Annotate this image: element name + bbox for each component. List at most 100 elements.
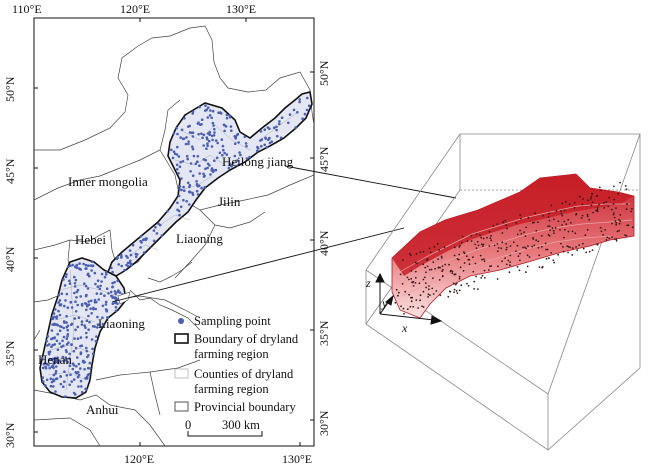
- sampling-point: [210, 168, 213, 172]
- sampling-point: [107, 292, 110, 295]
- block-dot: [573, 207, 576, 209]
- sampling-point: [83, 368, 86, 371]
- sampling-point: [45, 378, 49, 382]
- block-dot: [560, 212, 563, 215]
- block-dot: [505, 224, 508, 227]
- legend-sampling-point: Sampling point: [194, 314, 271, 328]
- sampling-point: [275, 134, 279, 138]
- sampling-point: [71, 367, 75, 371]
- sampling-point: [114, 292, 117, 296]
- block-dot: [540, 235, 543, 237]
- block-dot: [489, 265, 491, 268]
- sampling-point: [182, 137, 186, 140]
- sampling-point: [200, 132, 203, 135]
- sampling-point: [206, 132, 210, 135]
- block-dot: [560, 242, 562, 245]
- sampling-point: [84, 326, 87, 330]
- block-dot: [444, 263, 447, 266]
- block-dot: [561, 224, 563, 226]
- block-dot: [483, 258, 485, 261]
- sampling-point: [155, 232, 159, 235]
- sampling-point: [278, 120, 281, 123]
- sampling-point: [214, 139, 218, 142]
- sampling-point: [123, 268, 126, 272]
- block-dot: [591, 192, 593, 195]
- sampling-point: [66, 360, 70, 364]
- block-dot: [463, 252, 466, 255]
- sampling-point: [179, 205, 183, 209]
- block-dot: [473, 288, 475, 290]
- sampling-point: [104, 303, 108, 306]
- sampling-point: [69, 264, 72, 268]
- legend-provincial: Provincial boundary: [194, 400, 296, 414]
- sampling-point: [84, 284, 88, 288]
- sampling-point: [206, 142, 209, 145]
- sampling-point: [63, 358, 67, 362]
- sampling-point: [89, 299, 93, 303]
- sampling-point: [53, 322, 56, 326]
- sampling-point: [73, 337, 76, 340]
- sampling-point: [228, 114, 231, 117]
- sampling-point: [191, 145, 194, 148]
- sampling-point: [188, 190, 192, 194]
- block-dot: [610, 208, 613, 211]
- sampling-point: [118, 291, 122, 294]
- sampling-point: [104, 273, 108, 276]
- block-dot: [441, 275, 444, 277]
- sampling-point: [248, 155, 251, 159]
- label-jilin: Jilin: [218, 194, 241, 209]
- sampling-point: [266, 126, 270, 129]
- block-dot: [483, 269, 486, 272]
- block-dot: [422, 290, 425, 293]
- block-dot: [624, 185, 627, 187]
- sampling-point: [292, 108, 296, 112]
- sampling-point: [74, 346, 78, 350]
- block-dot: [625, 234, 628, 237]
- block-dot: [573, 201, 576, 204]
- sampling-point: [58, 325, 62, 328]
- block-dot: [454, 273, 457, 276]
- sampling-point: [94, 339, 98, 343]
- sampling-point: [52, 373, 56, 377]
- block-dot: [408, 293, 410, 296]
- sampling-point: [306, 96, 309, 100]
- block-dot: [527, 216, 530, 219]
- sampling-point: [142, 251, 146, 254]
- sampling-point: [236, 159, 239, 162]
- sampling-point: [188, 183, 192, 187]
- axis-label-y: y: [381, 296, 388, 310]
- sampling-point: [62, 385, 65, 389]
- sampling-point: [99, 284, 102, 288]
- block-dot: [418, 282, 421, 285]
- axis-arrows: [375, 272, 443, 325]
- sampling-point: [57, 309, 60, 313]
- sampling-point: [53, 356, 57, 360]
- block-dot: [611, 236, 613, 239]
- sampling-point: [177, 209, 181, 213]
- sampling-point: [85, 346, 88, 350]
- block-dot: [502, 221, 505, 224]
- sampling-point: [175, 163, 179, 167]
- sampling-point: [72, 363, 76, 367]
- block-dot: [516, 233, 519, 236]
- sampling-point: [144, 237, 148, 240]
- sampling-point: [101, 322, 105, 326]
- sampling-point: [82, 361, 86, 364]
- block-dot: [440, 257, 443, 259]
- block-dot: [562, 246, 564, 248]
- block-dot: [596, 210, 599, 213]
- block-dot: [626, 224, 628, 227]
- sampling-point: [205, 147, 208, 150]
- block-dot: [531, 221, 534, 224]
- block-dot: [591, 201, 594, 204]
- block-dot: [562, 250, 565, 253]
- sampling-point: [80, 302, 84, 306]
- sampling-point: [111, 285, 114, 289]
- block-dot: [497, 247, 500, 249]
- sampling-point: [233, 142, 237, 145]
- sampling-point: [301, 117, 304, 120]
- sampling-point: [56, 332, 59, 336]
- sampling-point: [202, 133, 206, 137]
- sampling-point: [65, 337, 69, 341]
- sampling-point: [80, 390, 84, 394]
